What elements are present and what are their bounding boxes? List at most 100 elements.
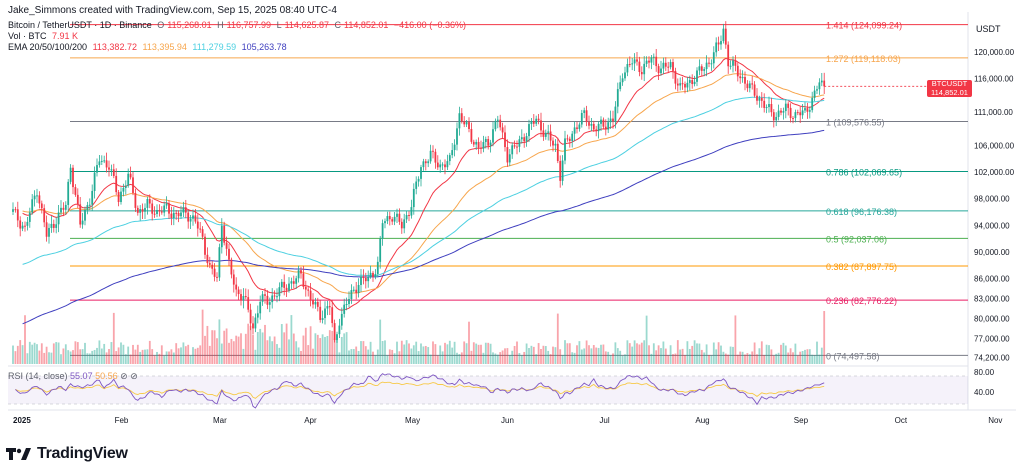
- volume-bar: [427, 347, 430, 364]
- candle-body: [364, 278, 367, 282]
- volume-bar: [86, 353, 89, 364]
- candle-body: [727, 44, 730, 67]
- candle-body: [264, 294, 266, 296]
- volume-bar: [540, 349, 542, 364]
- candle-body: [24, 225, 26, 227]
- volume-bar: [518, 353, 521, 364]
- candle-body: [396, 213, 398, 217]
- volume-bar: [758, 348, 761, 364]
- ema-legend[interactable]: EMA 20/50/100/200 113,382.72 113,395.94 …: [8, 42, 290, 53]
- candle-body: [367, 276, 370, 282]
- candle-body: [542, 130, 545, 137]
- volume-bar: [141, 349, 144, 364]
- volume-bar: [556, 313, 559, 364]
- volume-bar: [763, 355, 766, 364]
- candle-body: [772, 112, 775, 121]
- candle-body: [823, 80, 826, 87]
- volume-bar: [686, 341, 689, 364]
- volume-bar: [259, 328, 262, 364]
- candle-body: [763, 100, 766, 108]
- candle-body: [648, 60, 650, 63]
- ema100-value: 111,279.59: [192, 42, 237, 52]
- candle-body: [180, 212, 182, 217]
- volume-bar: [676, 340, 679, 364]
- volume-bar: [50, 352, 53, 364]
- volume-bar: [561, 355, 564, 364]
- volume-bar: [165, 351, 168, 364]
- change-value: −416.00 (−0.36%): [393, 20, 466, 30]
- volume-bar: [727, 354, 730, 364]
- candle-body: [453, 144, 456, 151]
- price-axis-tick: 98,000.00: [974, 195, 1010, 204]
- volume-bar: [820, 347, 823, 364]
- candle-body: [403, 219, 406, 229]
- volume-bar: [472, 342, 475, 364]
- settings-icon[interactable]: ⊘: [130, 371, 138, 381]
- volume-bar: [213, 330, 216, 364]
- candle-body: [381, 223, 384, 239]
- volume-bar: [345, 332, 348, 364]
- volume-bar: [592, 345, 595, 364]
- volume-bar: [172, 352, 175, 364]
- volume-bar: [105, 352, 108, 364]
- candle-body: [655, 56, 658, 67]
- volume-bar: [523, 351, 526, 364]
- volume-bar: [585, 340, 588, 364]
- candle-body: [36, 195, 38, 197]
- volume-bar: [362, 341, 365, 364]
- candle-body: [549, 131, 552, 141]
- volume-bar: [600, 344, 602, 364]
- candle-body: [547, 131, 550, 133]
- volume-bar: [494, 353, 497, 364]
- candle-body: [679, 83, 682, 86]
- candle-body: [506, 147, 509, 163]
- candle-body: [417, 178, 420, 182]
- candle-body: [511, 145, 514, 155]
- ema50-value: 113,395.94: [142, 42, 187, 52]
- volume-bar: [69, 351, 72, 364]
- volume-bar: [384, 340, 386, 364]
- rsi-legend[interactable]: RSI (14, close) 55.07 50.56 ⊘ ⊘: [8, 371, 138, 382]
- candle-body: [285, 287, 288, 291]
- volume-bar: [607, 351, 610, 364]
- volume-legend[interactable]: Vol · BTC 7.91 K: [8, 31, 81, 42]
- candle-body: [168, 203, 170, 214]
- eye-icon[interactable]: ⊘: [120, 371, 128, 381]
- fib-level-label: 0.236 (82,776.22): [826, 296, 897, 306]
- candle-body: [686, 82, 689, 88]
- candle-body: [244, 296, 247, 298]
- candle-body: [384, 221, 386, 224]
- candle-body: [482, 142, 485, 149]
- volume-bar: [408, 343, 410, 364]
- candle-body: [177, 212, 180, 217]
- candle-body: [376, 261, 379, 275]
- candle-body: [288, 283, 290, 291]
- candle-body: [333, 323, 336, 341]
- candle-body: [448, 155, 451, 162]
- candle-body: [50, 223, 53, 228]
- volume-bar: [93, 349, 96, 364]
- volume-bar: [542, 345, 545, 364]
- volume-bar: [278, 347, 281, 364]
- symbol-name[interactable]: Bitcoin / TetherUSDT · 1D · Binance: [8, 20, 152, 30]
- candle-body: [12, 209, 14, 212]
- volume-bar: [681, 348, 684, 364]
- candle-body: [336, 334, 338, 341]
- volume-bar: [28, 341, 31, 364]
- volume-bar: [261, 332, 264, 364]
- volume-bar: [64, 344, 67, 364]
- price-axis-tick: 102,000.00: [974, 168, 1015, 177]
- candle-body: [343, 304, 346, 314]
- candle-body: [271, 295, 274, 303]
- candle-body: [513, 145, 516, 147]
- candle-body: [583, 110, 586, 113]
- candle-body: [758, 97, 761, 101]
- volume-bar: [391, 349, 394, 364]
- volume-bar: [700, 349, 703, 364]
- volume-bar: [715, 349, 718, 364]
- tradingview-logo[interactable]: TradingView: [6, 444, 128, 464]
- volume-bar: [465, 343, 468, 364]
- candle-body: [580, 112, 583, 125]
